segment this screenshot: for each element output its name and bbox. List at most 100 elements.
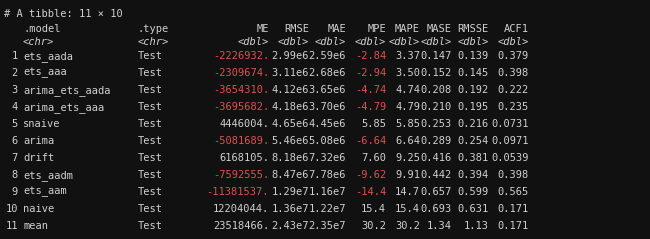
Text: 0.398: 0.398 bbox=[498, 68, 529, 78]
Text: -7592555.: -7592555. bbox=[213, 170, 269, 180]
Text: Test: Test bbox=[138, 102, 163, 112]
Text: 2.59e6: 2.59e6 bbox=[309, 51, 346, 61]
Text: # A tibble: 11 × 10: # A tibble: 11 × 10 bbox=[4, 9, 123, 19]
Text: 4.65e6: 4.65e6 bbox=[272, 119, 309, 129]
Text: Test: Test bbox=[138, 51, 163, 61]
Text: naive: naive bbox=[23, 204, 54, 214]
Text: -3654310.: -3654310. bbox=[213, 85, 269, 95]
Text: 0.235: 0.235 bbox=[498, 102, 529, 112]
Text: -4.74: -4.74 bbox=[355, 85, 386, 95]
Text: <dbl>: <dbl> bbox=[278, 37, 309, 47]
Text: 0.171: 0.171 bbox=[498, 221, 529, 231]
Text: 15.4: 15.4 bbox=[361, 204, 386, 214]
Text: 0.171: 0.171 bbox=[498, 204, 529, 214]
Text: 0.289: 0.289 bbox=[421, 136, 452, 146]
Text: drift: drift bbox=[23, 153, 54, 163]
Text: 1: 1 bbox=[12, 51, 18, 61]
Text: 14.7: 14.7 bbox=[395, 187, 420, 197]
Text: -3695682.: -3695682. bbox=[213, 102, 269, 112]
Text: .model: .model bbox=[23, 24, 60, 34]
Text: 0.208: 0.208 bbox=[421, 85, 452, 95]
Text: 6: 6 bbox=[12, 136, 18, 146]
Text: <dbl>: <dbl> bbox=[498, 37, 529, 47]
Text: -2.94: -2.94 bbox=[355, 68, 386, 78]
Text: Test: Test bbox=[138, 85, 163, 95]
Text: ets_aaa: ets_aaa bbox=[23, 68, 67, 78]
Text: snaive: snaive bbox=[23, 119, 60, 129]
Text: 0.379: 0.379 bbox=[498, 51, 529, 61]
Text: 2.99e6: 2.99e6 bbox=[272, 51, 309, 61]
Text: -4.79: -4.79 bbox=[355, 102, 386, 112]
Text: 0.216: 0.216 bbox=[458, 119, 489, 129]
Text: 7: 7 bbox=[12, 153, 18, 163]
Text: <dbl>: <dbl> bbox=[315, 37, 346, 47]
Text: -2309674.: -2309674. bbox=[213, 68, 269, 78]
Text: mean: mean bbox=[23, 221, 48, 231]
Text: 6.64: 6.64 bbox=[395, 136, 420, 146]
Text: -9.62: -9.62 bbox=[355, 170, 386, 180]
Text: 4.45e6: 4.45e6 bbox=[309, 119, 346, 129]
Text: -6.64: -6.64 bbox=[355, 136, 386, 146]
Text: <dbl>: <dbl> bbox=[238, 37, 269, 47]
Text: 5.46e6: 5.46e6 bbox=[272, 136, 309, 146]
Text: 9.91: 9.91 bbox=[395, 170, 420, 180]
Text: ACF1: ACF1 bbox=[504, 24, 529, 34]
Text: 7.60: 7.60 bbox=[361, 153, 386, 163]
Text: MASE: MASE bbox=[427, 24, 452, 34]
Text: 0.192: 0.192 bbox=[458, 85, 489, 95]
Text: 0.599: 0.599 bbox=[458, 187, 489, 197]
Text: 30.2: 30.2 bbox=[361, 221, 386, 231]
Text: ets_aam: ets_aam bbox=[23, 187, 67, 197]
Text: 3.65e6: 3.65e6 bbox=[309, 85, 346, 95]
Text: arima_ets_aada: arima_ets_aada bbox=[23, 85, 110, 96]
Text: 2.68e6: 2.68e6 bbox=[309, 68, 346, 78]
Text: 5.85: 5.85 bbox=[361, 119, 386, 129]
Text: 1.16e7: 1.16e7 bbox=[309, 187, 346, 197]
Text: 0.657: 0.657 bbox=[421, 187, 452, 197]
Text: -14.4: -14.4 bbox=[355, 187, 386, 197]
Text: 0.253: 0.253 bbox=[421, 119, 452, 129]
Text: 5.85: 5.85 bbox=[395, 119, 420, 129]
Text: 0.0539: 0.0539 bbox=[491, 153, 529, 163]
Text: <chr>: <chr> bbox=[23, 37, 54, 47]
Text: 12204044.: 12204044. bbox=[213, 204, 269, 214]
Text: 4446004.: 4446004. bbox=[219, 119, 269, 129]
Text: 0.442: 0.442 bbox=[421, 170, 452, 180]
Text: 0.147: 0.147 bbox=[421, 51, 452, 61]
Text: 11: 11 bbox=[5, 221, 18, 231]
Text: <dbl>: <dbl> bbox=[421, 37, 452, 47]
Text: 3.37: 3.37 bbox=[395, 51, 420, 61]
Text: 4.12e6: 4.12e6 bbox=[272, 85, 309, 95]
Text: 1.34: 1.34 bbox=[427, 221, 452, 231]
Text: 1.36e7: 1.36e7 bbox=[272, 204, 309, 214]
Text: MPE: MPE bbox=[367, 24, 386, 34]
Text: -2.84: -2.84 bbox=[355, 51, 386, 61]
Text: <chr>: <chr> bbox=[138, 37, 169, 47]
Text: 3.70e6: 3.70e6 bbox=[309, 102, 346, 112]
Text: 0.394: 0.394 bbox=[458, 170, 489, 180]
Text: Test: Test bbox=[138, 136, 163, 146]
Text: 23518466.: 23518466. bbox=[213, 221, 269, 231]
Text: 4.79: 4.79 bbox=[395, 102, 420, 112]
Text: 0.631: 0.631 bbox=[458, 204, 489, 214]
Text: 0.416: 0.416 bbox=[421, 153, 452, 163]
Text: 1.13: 1.13 bbox=[464, 221, 489, 231]
Text: <dbl>: <dbl> bbox=[389, 37, 420, 47]
Text: Test: Test bbox=[138, 221, 163, 231]
Text: 0.693: 0.693 bbox=[421, 204, 452, 214]
Text: 0.381: 0.381 bbox=[458, 153, 489, 163]
Text: 0.254: 0.254 bbox=[458, 136, 489, 146]
Text: 7.32e6: 7.32e6 bbox=[309, 153, 346, 163]
Text: Test: Test bbox=[138, 204, 163, 214]
Text: 2.35e7: 2.35e7 bbox=[309, 221, 346, 231]
Text: Test: Test bbox=[138, 187, 163, 197]
Text: 1.22e7: 1.22e7 bbox=[309, 204, 346, 214]
Text: 3.11e6: 3.11e6 bbox=[272, 68, 309, 78]
Text: ets_aada: ets_aada bbox=[23, 51, 73, 62]
Text: Test: Test bbox=[138, 170, 163, 180]
Text: Test: Test bbox=[138, 153, 163, 163]
Text: 9: 9 bbox=[12, 187, 18, 197]
Text: 0.152: 0.152 bbox=[421, 68, 452, 78]
Text: 9.25: 9.25 bbox=[395, 153, 420, 163]
Text: 5.08e6: 5.08e6 bbox=[309, 136, 346, 146]
